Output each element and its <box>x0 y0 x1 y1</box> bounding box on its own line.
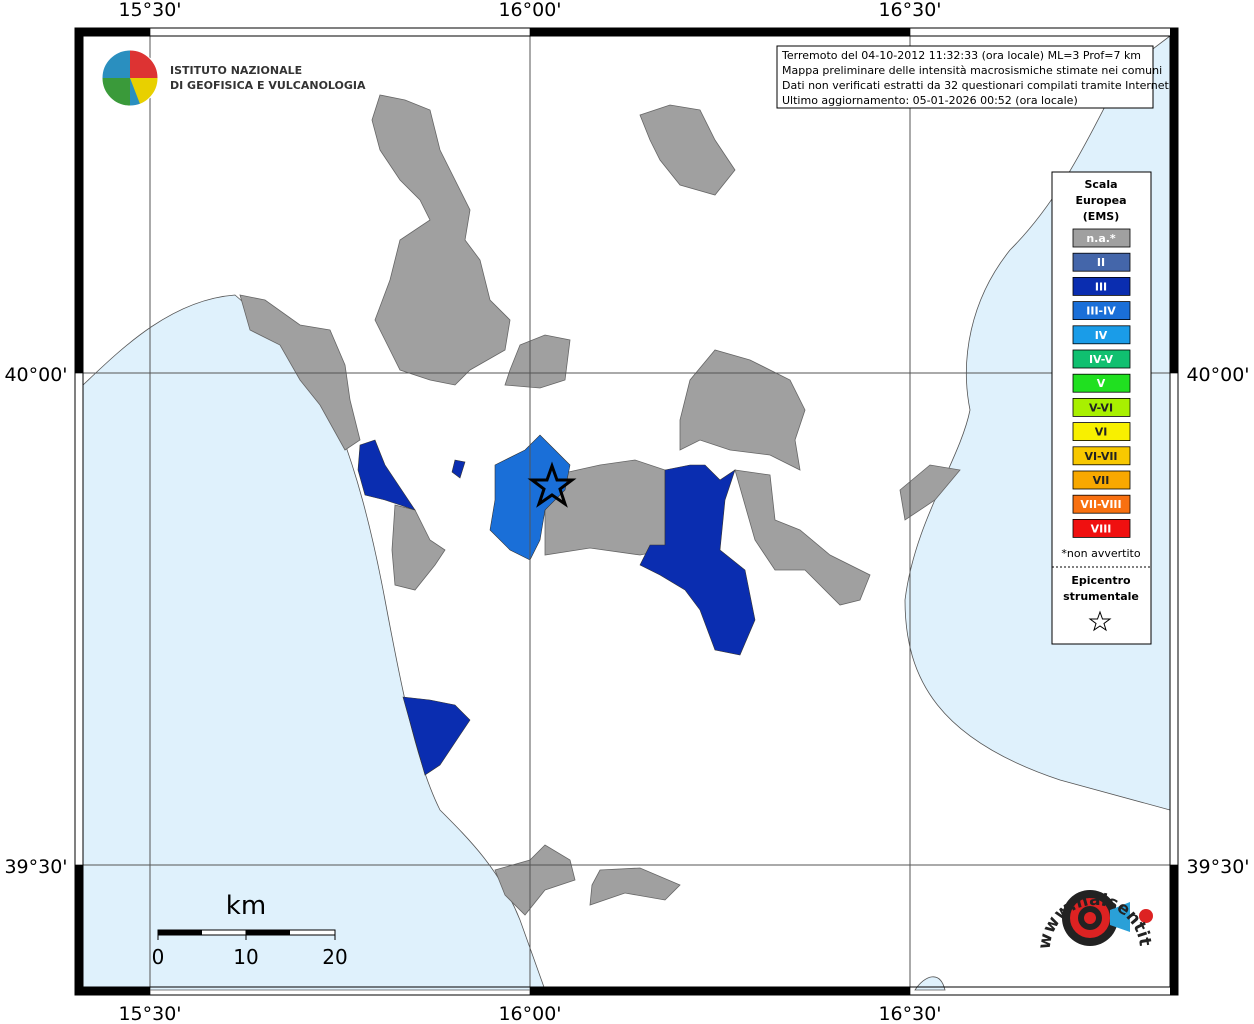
lat-label: 39°30' <box>1186 856 1249 878</box>
lon-label: 16°00' <box>498 0 561 21</box>
legend-label: VI-VII <box>1084 450 1117 463</box>
institute-name: DI GEOFISICA E VULCANOLOGIA <box>170 79 366 92</box>
legend-label: III <box>1095 280 1107 293</box>
legend-label: IV <box>1095 329 1108 342</box>
legend: Scala Europea (EMS) *non avvertito Epice… <box>1051 171 1152 645</box>
legend-title: (EMS) <box>1083 210 1119 223</box>
epicenter-label: Epicentro <box>1071 574 1131 587</box>
municipalities-na <box>239 94 961 916</box>
legend-title: Europea <box>1075 194 1126 207</box>
legend-label: VIII <box>1091 522 1112 535</box>
legend-swatch <box>1072 325 1131 345</box>
legend-swatch <box>1072 422 1131 442</box>
legend-swatch <box>1072 397 1131 417</box>
lat-label: 40°00' <box>1186 364 1249 386</box>
scale-bar: km 0 10 20 <box>152 891 348 969</box>
epicenter-label: strumentale <box>1063 590 1139 603</box>
epicenter-symbol <box>1088 610 1112 632</box>
legend-swatch <box>1072 252 1131 272</box>
legend-label: VI <box>1095 426 1108 439</box>
info-line: Terremoto del 04-10-2012 11:32:33 (ora l… <box>781 49 1141 62</box>
legend-label: n.a.* <box>1086 232 1116 245</box>
legend-label: II <box>1097 256 1105 269</box>
legend-swatch <box>1072 228 1131 248</box>
lon-label: 16°30' <box>878 1003 941 1024</box>
info-box: Terremoto del 04-10-2012 11:32:33 (ora l… <box>776 45 1172 109</box>
legend-title: Scala <box>1084 178 1117 191</box>
info-line: Mappa preliminare delle intensità macros… <box>782 64 1162 77</box>
legend-label: IV-V <box>1089 353 1114 366</box>
legend-swatch <box>1072 349 1131 369</box>
legend-swatch <box>1072 446 1131 466</box>
ingv-logo: ISTITUTO NAZIONALE DI GEOFISICA E VULCAN… <box>101 49 366 107</box>
scale-label: 20 <box>322 945 347 969</box>
legend-swatch <box>1072 301 1131 321</box>
scale-unit: km <box>226 891 266 921</box>
legend-label: VII <box>1093 474 1110 487</box>
epicenter-star <box>527 461 577 508</box>
info-line: Dati non verificati estratti da 32 quest… <box>782 79 1172 92</box>
legend-swatch <box>1072 373 1131 393</box>
lon-label: 15°30' <box>118 0 181 21</box>
lat-label: 39°30' <box>4 856 67 878</box>
lon-label: 15°30' <box>118 1003 181 1024</box>
legend-note: *non avvertito <box>1061 547 1140 560</box>
graticule <box>75 28 1178 995</box>
scale-label: 0 <box>152 945 165 969</box>
lat-label: 40°00' <box>4 364 67 386</box>
frame <box>74 27 1179 996</box>
legend-label: VII-VIII <box>1080 498 1121 511</box>
lon-label: 16°30' <box>878 0 941 21</box>
info-line: Ultimo aggiornamento: 05-01-2026 00:52 (… <box>782 94 1078 107</box>
legend-label: III-IV <box>1086 305 1116 318</box>
legend-swatch <box>1072 276 1131 296</box>
legend-swatch <box>1072 470 1131 490</box>
legend-label: V-VI <box>1089 401 1113 414</box>
institute-name: ISTITUTO NAZIONALE <box>170 64 302 77</box>
lon-label: 16°00' <box>498 1003 561 1024</box>
legend-label: V <box>1097 377 1106 390</box>
legend-swatch <box>1072 494 1131 514</box>
scale-label: 10 <box>233 945 258 969</box>
legend-swatch <box>1072 519 1131 538</box>
